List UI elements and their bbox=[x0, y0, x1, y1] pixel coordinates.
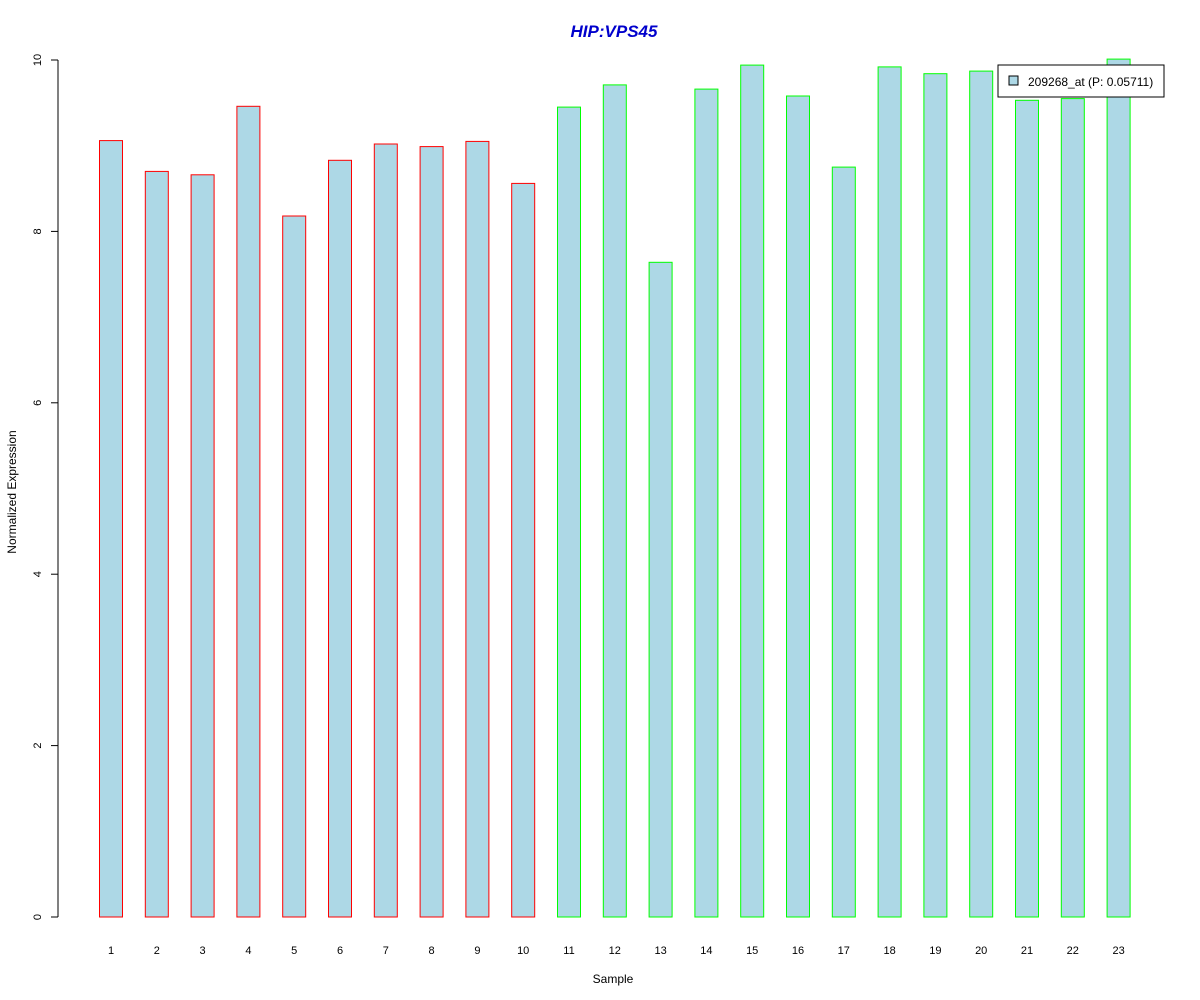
bar-sample-8 bbox=[419, 146, 444, 918]
x-tick-label: 13 bbox=[654, 945, 666, 957]
x-tick-label: 15 bbox=[746, 945, 758, 957]
x-tick-label: 14 bbox=[700, 945, 712, 957]
x-tick-label: 12 bbox=[609, 945, 621, 957]
legend-box bbox=[997, 64, 1165, 98]
x-tick-label: 11 bbox=[563, 945, 574, 957]
bar-sample-6 bbox=[328, 159, 352, 918]
x-tick-label: 6 bbox=[337, 945, 343, 957]
bar-sample-23 bbox=[1106, 58, 1131, 918]
y-tick-label: 4 bbox=[32, 571, 44, 577]
x-tick-label: 22 bbox=[1067, 945, 1079, 957]
x-tick-label: 4 bbox=[245, 945, 251, 957]
x-tick-label: 1 bbox=[108, 945, 114, 957]
chart-title: HIP:VPS45 bbox=[571, 22, 658, 41]
bar-sample-4 bbox=[236, 105, 261, 918]
bar-sample-1 bbox=[99, 140, 123, 918]
x-tick-label: 23 bbox=[1112, 945, 1124, 957]
bar-sample-12 bbox=[602, 84, 627, 918]
x-tick-label: 20 bbox=[975, 945, 987, 957]
x-tick-label: 21 bbox=[1021, 945, 1033, 957]
bar-sample-14 bbox=[694, 88, 719, 918]
bar-sample-9 bbox=[465, 140, 490, 918]
y-tick-label: 8 bbox=[32, 228, 44, 234]
x-tick-label: 3 bbox=[200, 945, 206, 957]
y-tick-label: 2 bbox=[32, 743, 44, 749]
bar-sample-17 bbox=[831, 166, 856, 918]
x-tick-label: 19 bbox=[929, 945, 941, 957]
bar-sample-10 bbox=[511, 182, 536, 918]
x-axis-label: Sample bbox=[593, 972, 634, 986]
bars bbox=[99, 58, 1131, 918]
x-tick-labels: 1 2 3 4 5 6 7 8 9 10 11 12 13 14 15 16 17 18 19 20 21 22 23 bbox=[108, 945, 1125, 957]
legend-label: 209268_at (P: 0.05711) bbox=[1028, 75, 1153, 89]
bar-sample-20 bbox=[969, 70, 994, 918]
x-tick-label: 7 bbox=[383, 945, 389, 957]
x-tick-label: 16 bbox=[792, 945, 804, 957]
x-tick-label: 9 bbox=[474, 945, 480, 957]
bar-sample-11 bbox=[557, 106, 581, 918]
legend-swatch bbox=[1008, 75, 1019, 86]
bar-sample-18 bbox=[877, 66, 902, 918]
bar-sample-21 bbox=[1015, 99, 1039, 918]
y-tick-label: 0 bbox=[32, 914, 44, 920]
x-tick-label: 10 bbox=[517, 945, 529, 957]
bar-sample-13 bbox=[648, 261, 673, 918]
legend: 209268_at (P: 0.05711) bbox=[997, 64, 1165, 98]
x-tick-label: 5 bbox=[291, 945, 297, 957]
x-tick-label: 8 bbox=[429, 945, 435, 957]
x-tick-label: 18 bbox=[883, 945, 895, 957]
y-tick-label: 10 bbox=[32, 54, 44, 66]
bar-sample-3 bbox=[190, 174, 215, 918]
x-tick-label: 2 bbox=[154, 945, 160, 957]
bar-sample-7 bbox=[373, 143, 398, 918]
bar-sample-2 bbox=[144, 170, 169, 918]
bar-sample-19 bbox=[923, 73, 948, 918]
y-tick-label: 6 bbox=[32, 400, 44, 406]
bar-sample-16 bbox=[786, 95, 810, 918]
bar-sample-5 bbox=[282, 215, 307, 918]
x-tick-label: 17 bbox=[838, 945, 850, 957]
bar-sample-22 bbox=[1060, 98, 1085, 918]
y-axis: 0 2 4 6 8 10 bbox=[32, 54, 59, 920]
y-axis-label: Normalized Expression bbox=[5, 430, 19, 553]
bar-sample-15 bbox=[740, 64, 765, 918]
